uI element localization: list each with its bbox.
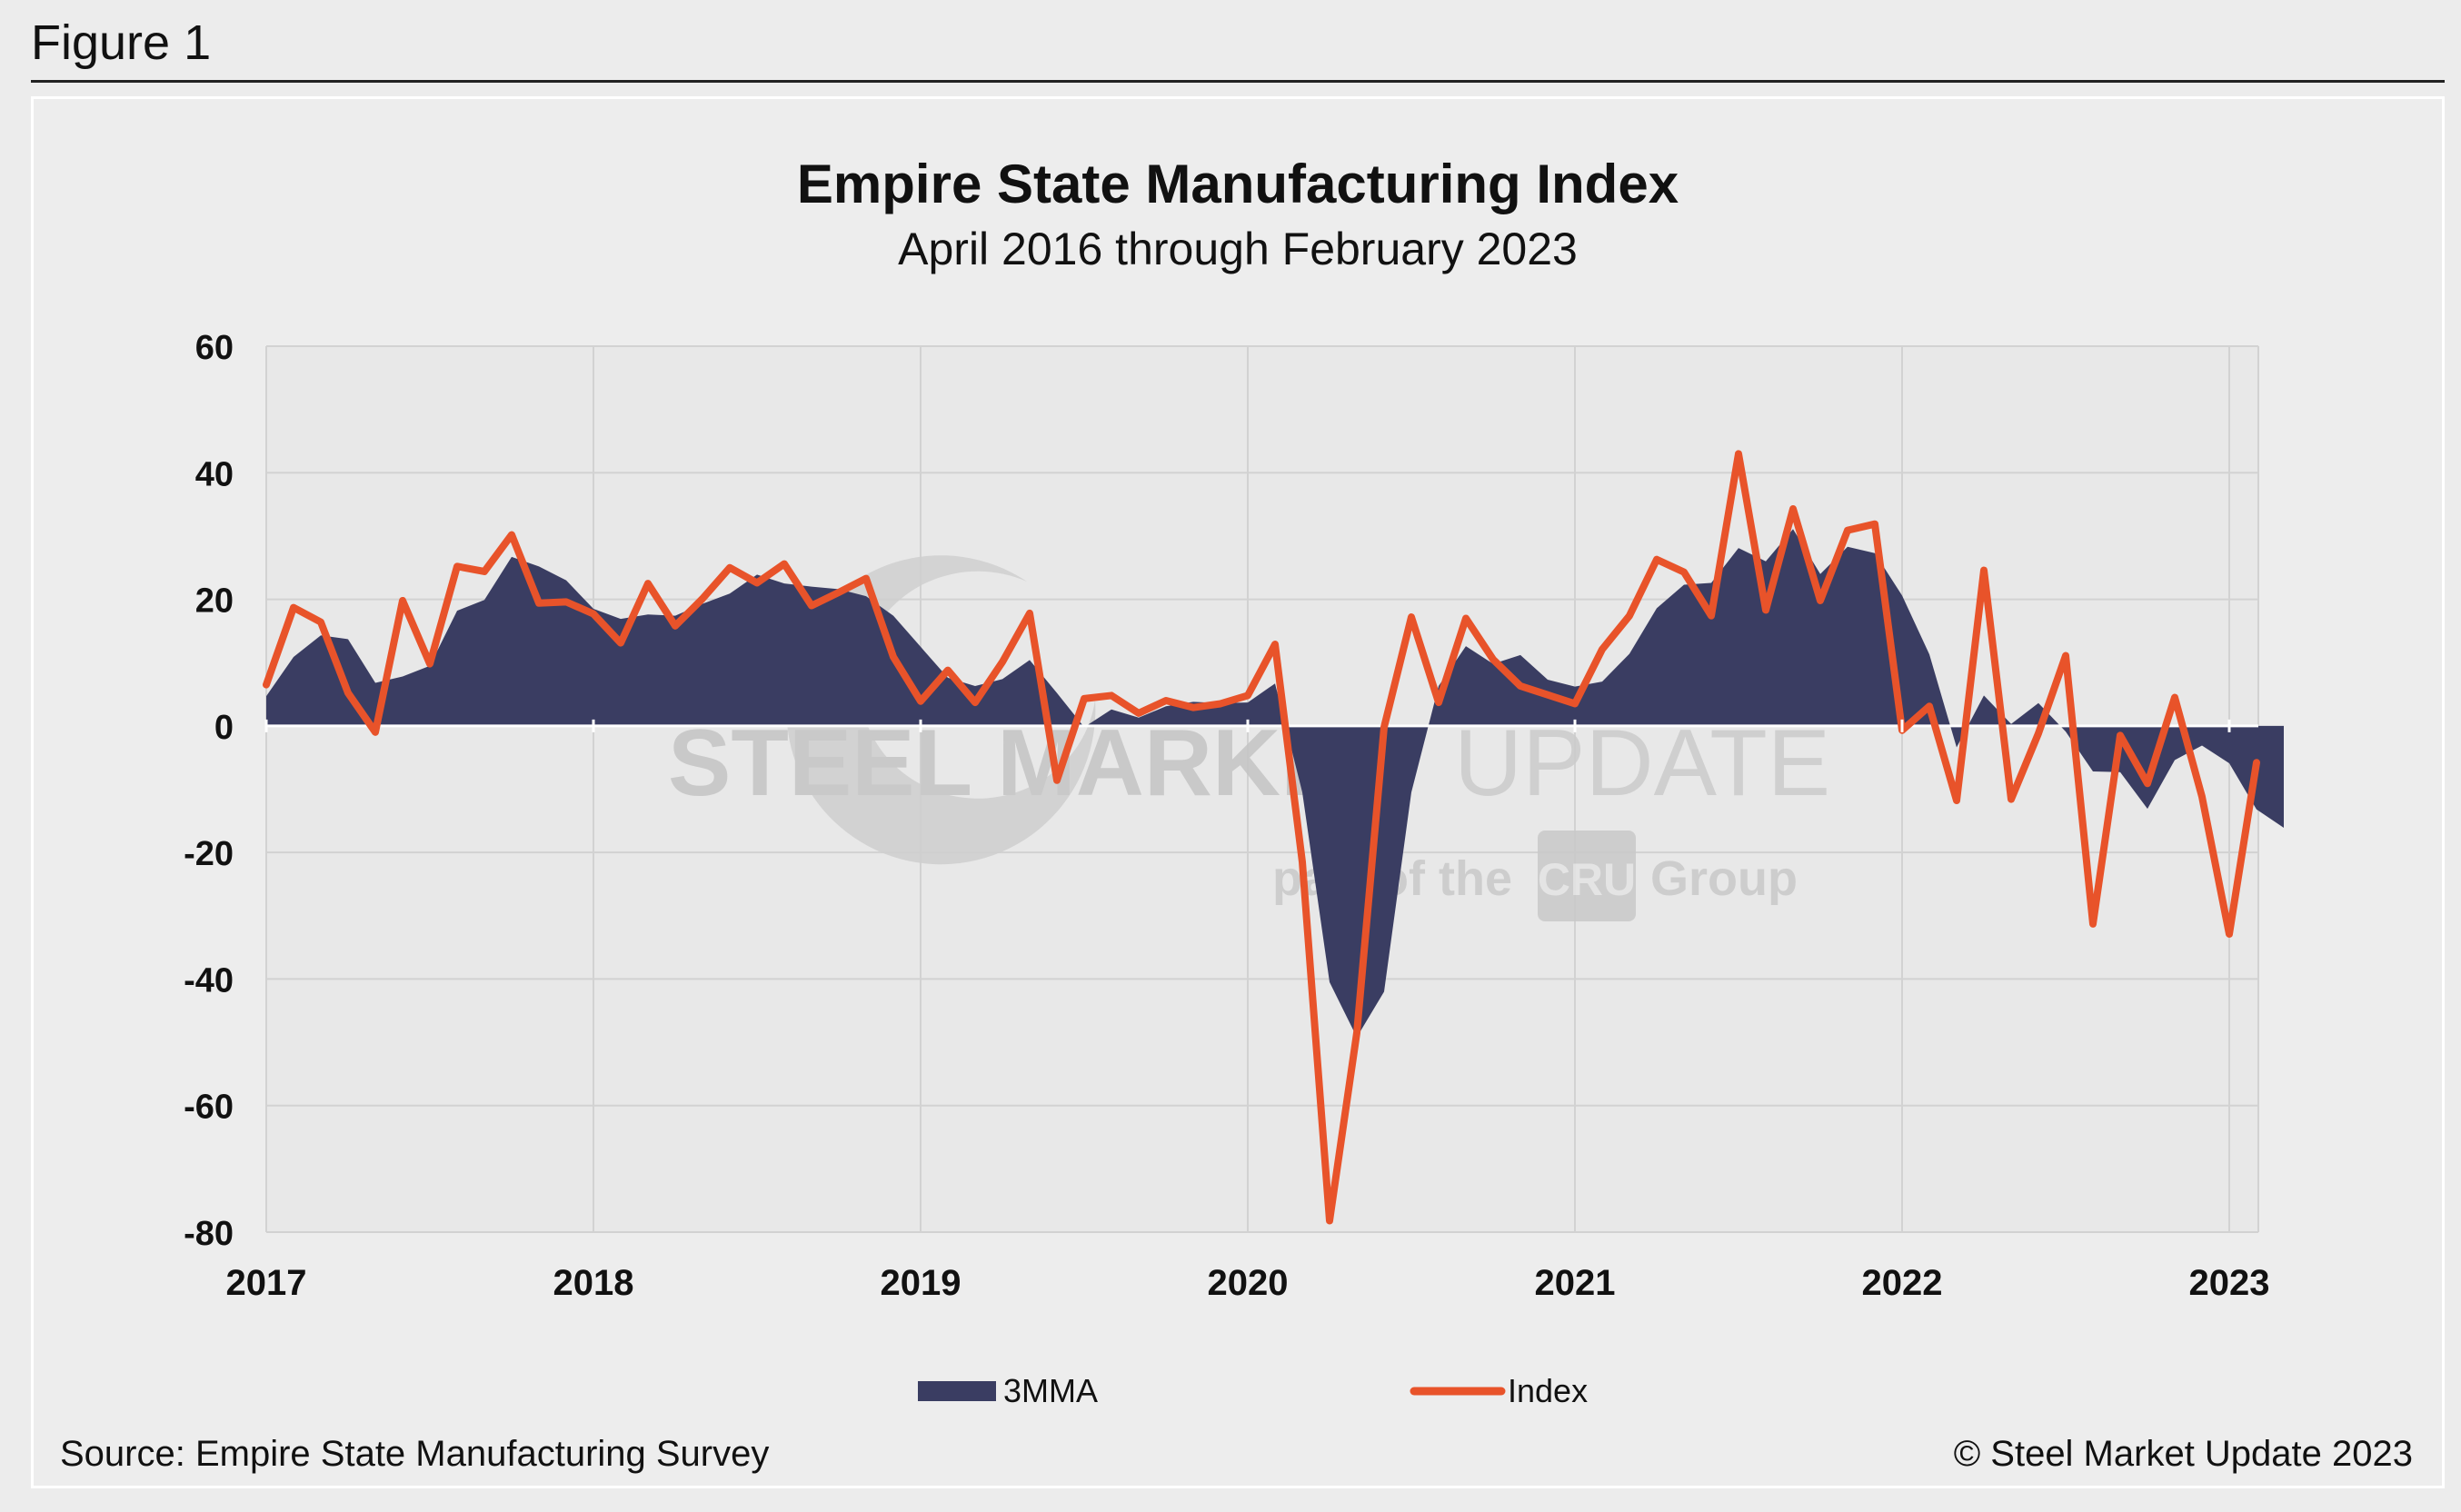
copyright-note: © Steel Market Update 2023: [1954, 1434, 2413, 1474]
plot-area: [266, 346, 2258, 1232]
watermark-brand-light: UPDATE: [1454, 711, 1830, 816]
chart-title: Empire State Manufacturing Index: [797, 154, 1679, 214]
y-tick-label: 60: [195, 329, 234, 367]
x-tick-label: 2020: [1208, 1263, 1289, 1303]
y-tick-label: 20: [195, 582, 234, 621]
legend-label-index: Index: [1508, 1372, 1588, 1409]
chart-subtitle: April 2016 through February 2023: [898, 224, 1578, 274]
x-tick-label: 2017: [226, 1263, 307, 1303]
line-index: [263, 450, 2260, 1225]
watermark-brand-bold: STEEL MARKET: [668, 711, 1401, 816]
x-tick-label: 2021: [1535, 1263, 1616, 1303]
x-tick-label: 2023: [2189, 1263, 2270, 1303]
x-tick-label: 2019: [881, 1263, 961, 1303]
y-tick-label: -40: [184, 961, 234, 1000]
legend-label-3mma: 3MMA: [1003, 1372, 1098, 1409]
source-note: Source: Empire State Manufacturing Surve…: [60, 1434, 769, 1474]
y-tick-label: -20: [184, 835, 234, 873]
watermark-cru: CRU: [1538, 854, 1636, 905]
watermark-cru-box: [1538, 831, 1636, 921]
y-tick-label: 40: [195, 455, 234, 493]
series-3mma: [266, 529, 2284, 1038]
legend: 3MMA Index: [918, 1372, 1588, 1409]
area-3mma: [266, 529, 2284, 1038]
x-tick-label: 2018: [553, 1263, 634, 1303]
series-index: [263, 450, 2260, 1225]
watermark-group: Group: [1650, 851, 1798, 906]
y-axis-ticks: 60 40 20 0 -20 -40 -60 -80: [184, 329, 234, 1253]
figure-label: Figure 1: [31, 15, 212, 70]
y-tick-label: -80: [184, 1215, 234, 1253]
figure-rule: [31, 80, 2445, 83]
y-tick-label: -60: [184, 1089, 234, 1127]
x-tick-label: 2022: [1862, 1263, 1943, 1303]
legend-swatch-3mma: [918, 1381, 996, 1401]
y-tick-label: 0: [214, 709, 234, 747]
x-axis-ticks: 2017 2018 2019 2020 2021 2022 2023: [226, 719, 2270, 1303]
